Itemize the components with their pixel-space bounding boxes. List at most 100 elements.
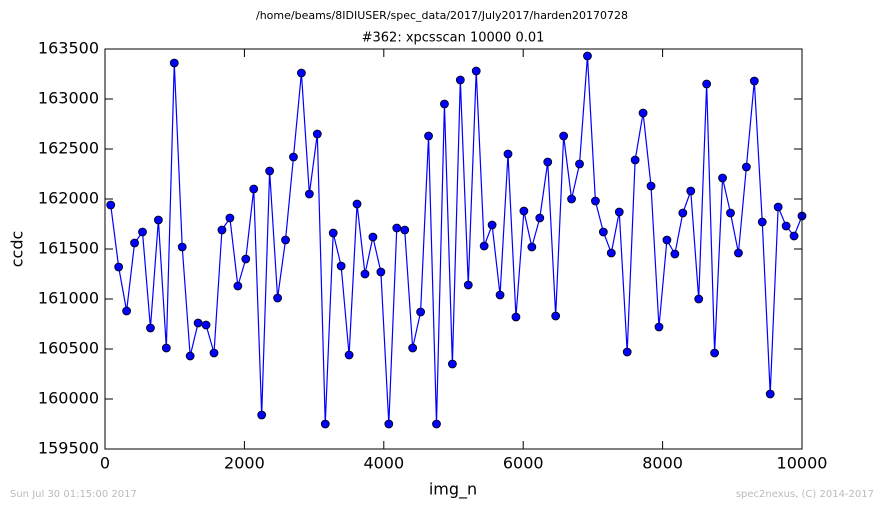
data-line — [110, 55, 803, 425]
x-tick-label: 2000 — [224, 454, 265, 473]
data-point — [686, 186, 696, 196]
data-point — [638, 108, 648, 118]
data-point — [281, 235, 290, 245]
data-point — [416, 307, 426, 317]
footer-left: Sun Jul 30 01:15:00 2017 — [10, 489, 137, 500]
x-tick-label: 0 — [100, 454, 110, 473]
data-point — [559, 131, 569, 141]
data-point — [424, 131, 433, 141]
data-point — [781, 221, 791, 231]
data-point — [432, 419, 441, 429]
data-point — [392, 223, 402, 233]
data-point — [217, 225, 227, 235]
data-point — [487, 220, 497, 230]
data-point — [368, 232, 378, 242]
data-point — [463, 280, 473, 290]
data-point — [543, 157, 553, 167]
data-point — [519, 206, 529, 216]
data-point — [749, 76, 759, 86]
y-tick-label: 161500 — [38, 239, 99, 258]
data-point — [447, 359, 457, 369]
data-point — [710, 348, 719, 358]
data-point — [320, 419, 330, 429]
data-point — [297, 68, 306, 78]
data-point — [376, 267, 386, 277]
data-point — [440, 99, 449, 109]
y-tick-label: 163500 — [38, 39, 99, 58]
data-point — [503, 149, 513, 159]
data-point — [479, 241, 489, 251]
data-point — [511, 312, 521, 322]
x-tick-label: 8000 — [642, 454, 683, 473]
y-tick-label: 162000 — [38, 189, 99, 208]
data-point — [527, 242, 537, 252]
data-point — [233, 281, 243, 291]
plot-frame — [104, 48, 803, 450]
chart-title: #362: xpcsscan 10000 0.01 — [362, 31, 545, 46]
y-tick-label: 160500 — [38, 339, 99, 358]
data-point — [598, 227, 608, 237]
data-point — [352, 199, 362, 209]
data-point — [185, 351, 195, 361]
data-point — [567, 194, 576, 204]
data-point — [606, 248, 616, 258]
data-point — [662, 235, 672, 245]
y-axis-label: ccdc — [8, 231, 27, 268]
data-point — [384, 419, 394, 429]
data-point — [630, 155, 640, 165]
data-point — [551, 311, 561, 321]
data-point — [734, 248, 743, 258]
data-point — [789, 231, 799, 241]
data-point — [257, 410, 267, 420]
data-point — [122, 306, 132, 316]
data-point — [757, 217, 767, 227]
x-tick-label: 6000 — [503, 454, 544, 473]
x-tick-label: 4000 — [363, 454, 404, 473]
data-point — [265, 166, 275, 176]
data-point — [495, 290, 505, 300]
data-point — [289, 152, 298, 162]
data-point — [360, 269, 370, 279]
data-point — [583, 51, 592, 61]
data-point — [273, 293, 282, 303]
data-point — [614, 207, 624, 217]
data-point — [241, 254, 251, 264]
data-point — [328, 228, 338, 238]
data-point — [765, 389, 775, 399]
data-point — [249, 184, 259, 194]
data-point — [153, 215, 163, 225]
data-point — [471, 66, 481, 76]
data-point — [575, 159, 584, 169]
file-path: /home/beams/8IDIUSER/spec_data/2017/July… — [256, 9, 628, 22]
data-point — [726, 208, 735, 218]
data-point — [678, 208, 688, 218]
data-point — [146, 323, 155, 333]
data-point — [773, 202, 783, 212]
x-tick-label: 10000 — [777, 454, 828, 473]
data-point — [209, 348, 219, 358]
data-point — [344, 350, 354, 360]
data-point — [702, 79, 712, 89]
data-point — [312, 129, 322, 139]
y-tick-label: 163000 — [38, 89, 99, 108]
data-point — [193, 318, 203, 328]
data-point — [694, 294, 704, 304]
data-point — [225, 213, 235, 223]
data-point — [177, 242, 187, 252]
data-point — [169, 58, 179, 68]
y-tick-label: 159500 — [38, 439, 99, 458]
data-point — [535, 213, 545, 223]
data-point — [622, 347, 632, 357]
x-axis-label: img_n — [429, 480, 477, 500]
data-point — [455, 75, 465, 85]
data-point — [130, 238, 139, 248]
data-point — [106, 200, 116, 210]
data-point — [670, 249, 680, 259]
data-point — [591, 196, 600, 206]
data-point — [400, 225, 410, 235]
data-point — [741, 162, 751, 172]
data-point — [201, 320, 211, 330]
data-point — [654, 322, 664, 332]
data-point — [718, 173, 727, 183]
